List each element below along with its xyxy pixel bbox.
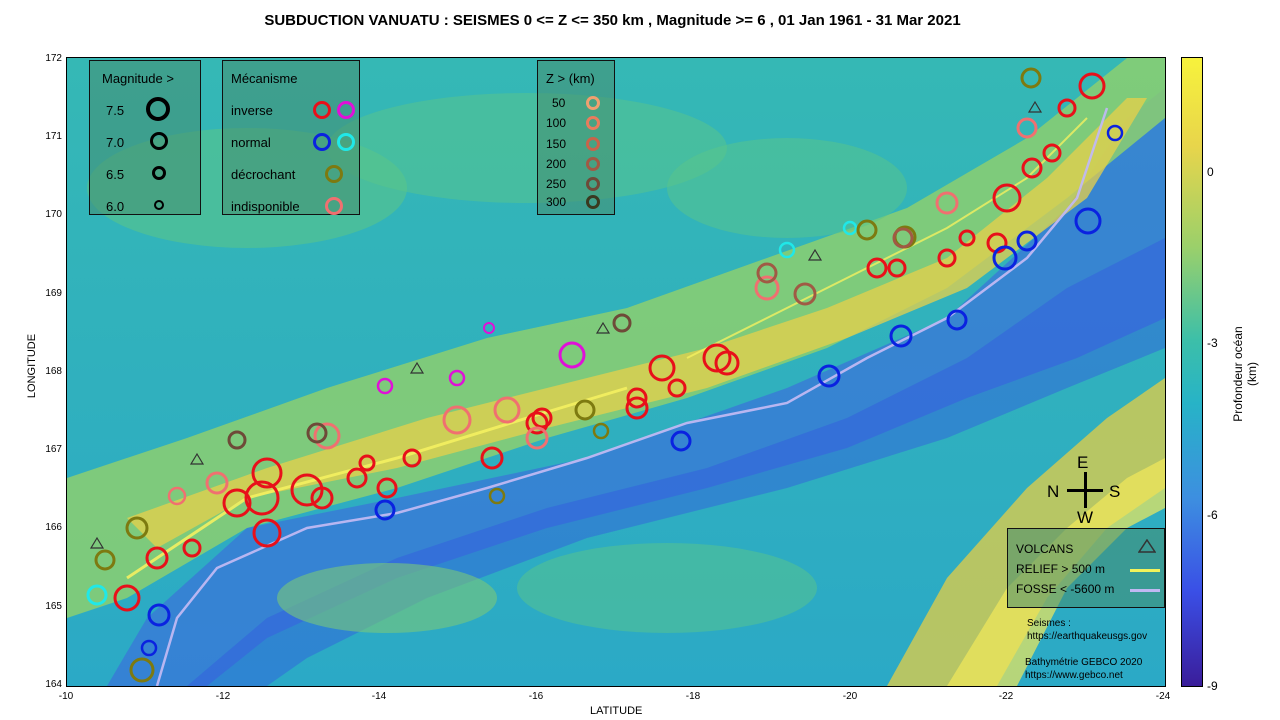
mechanism-legend-label: normal	[231, 135, 271, 150]
mechanism-legend-label: décrochant	[231, 167, 296, 182]
x-tick-label: -14	[371, 691, 387, 702]
mechanism-normal-alt-symbol	[337, 133, 355, 151]
y-tick-label: 169	[45, 288, 62, 299]
x-tick-label: -16	[528, 691, 544, 702]
magnitude-legend-label: 7.0	[106, 135, 125, 150]
colorbar-tick-label: -9	[1207, 679, 1218, 693]
depth-legend-label: 200	[546, 157, 567, 171]
volcano-icon	[1138, 539, 1156, 553]
depth-legend-symbol	[586, 96, 600, 110]
magnitude-legend-label: 6.0	[106, 199, 125, 214]
x-tick-label: -12	[215, 691, 231, 702]
mechanism-inverse-symbol	[313, 101, 331, 119]
depth-legend-label: 50	[552, 96, 566, 110]
compass-cross-icon	[1084, 472, 1087, 508]
credits-seismes-label: Seismes :	[1027, 618, 1071, 629]
mechanism-legend-title: Mécanisme	[231, 71, 298, 86]
depth-legend-symbol	[586, 137, 600, 151]
x-axis-label: LATITUDE	[590, 705, 643, 717]
relief-line-swatch	[1130, 569, 1160, 572]
y-tick-label: 164	[45, 679, 62, 690]
depth-legend-symbol	[586, 157, 600, 171]
y-tick-label: 172	[45, 53, 62, 64]
x-tick-label: -22	[998, 691, 1014, 702]
mechanism-legend-label: inverse	[231, 103, 273, 118]
x-tick-label: -18	[685, 691, 701, 702]
magnitude-legend-symbol	[154, 200, 164, 210]
y-tick-label: 171	[45, 131, 62, 142]
depth-legend-title: Z > (km)	[546, 71, 595, 86]
colorbar-tick-label: 0	[1207, 165, 1214, 179]
compass-west: W	[1077, 508, 1094, 527]
compass-south: S	[1109, 482, 1121, 501]
ocean-depth-colorbar	[1181, 57, 1203, 687]
credits-seismes-url[interactable]: https://earthquakeusgs.gov	[1027, 631, 1148, 642]
credits-bathymetry-label: Bathymétrie GEBCO 2020	[1025, 657, 1143, 668]
colorbar-label: Profondeur océan (km)	[1231, 326, 1259, 422]
y-tick-label: 165	[45, 601, 62, 612]
magnitude-legend-label: 7.5	[106, 103, 125, 118]
y-tick-label: 167	[45, 444, 62, 455]
fosse-label: FOSSE < -5600 m	[1016, 582, 1115, 596]
credits-bathymetry-url[interactable]: https://www.gebco.net	[1025, 670, 1123, 681]
depth-legend-symbol	[586, 116, 600, 130]
mechanism-normal-symbol	[313, 133, 331, 151]
colorbar-tick-label: -6	[1207, 508, 1218, 522]
map-area[interactable]: Magnitude > 7.5 7.0 6.5 6.0 Mécanisme in…	[66, 57, 1166, 687]
magnitude-legend: Magnitude > 7.5 7.0 6.5 6.0	[89, 60, 201, 215]
magnitude-legend-title: Magnitude >	[102, 71, 174, 86]
depth-legend-label: 250	[546, 177, 567, 191]
magnitude-legend-symbol	[146, 97, 170, 121]
earthquake-markers	[86, 67, 1124, 683]
depth-legend: Z > (km) 50 100 150 200 250 300	[537, 60, 615, 215]
depth-legend-label: 150	[546, 137, 567, 151]
x-tick-label: -10	[58, 691, 74, 702]
mechanism-indisponible-symbol	[325, 197, 343, 215]
chart-title: SUBDUCTION VANUATU : SEISMES 0 <= Z <= 3…	[264, 12, 961, 29]
x-tick-label: -20	[842, 691, 858, 702]
y-axis-label: LONGITUDE	[26, 333, 38, 399]
colorbar-tick-label: -3	[1207, 336, 1218, 350]
features-legend: VOLCANS RELIEF > 500 m FOSSE < -5600 m	[1007, 528, 1165, 608]
y-tick-label: 170	[45, 209, 62, 220]
y-tick-label: 168	[45, 366, 62, 377]
depth-legend-symbol	[586, 177, 600, 191]
magnitude-legend-label: 6.5	[106, 167, 125, 182]
fosse-line-swatch	[1130, 589, 1160, 592]
depth-legend-symbol	[586, 195, 600, 209]
mechanism-decrochant-symbol	[325, 165, 343, 183]
x-tick-label: -24	[1155, 691, 1171, 702]
mechanism-inverse-alt-symbol	[337, 101, 355, 119]
depth-legend-label: 100	[546, 116, 567, 130]
volcans-label: VOLCANS	[1016, 542, 1074, 556]
compass-north: N	[1047, 482, 1060, 501]
relief-label: RELIEF > 500 m	[1016, 562, 1106, 576]
depth-legend-label: 300	[546, 195, 567, 209]
mechanism-legend-label: indisponible	[231, 199, 300, 214]
magnitude-legend-symbol	[152, 166, 166, 180]
magnitude-legend-symbol	[150, 132, 168, 150]
map-svg	[67, 58, 1165, 686]
compass-east: E	[1077, 453, 1089, 472]
y-tick-label: 166	[45, 522, 62, 533]
mechanism-legend: Mécanisme inverse normal décrochant indi…	[222, 60, 360, 215]
